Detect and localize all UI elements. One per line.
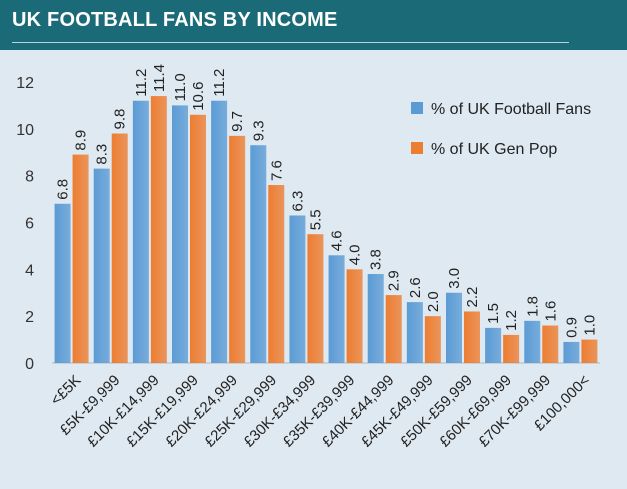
data-label: 9.8	[112, 109, 129, 130]
fans-bar	[406, 302, 423, 363]
y-tick-label: 4	[25, 262, 34, 279]
legend-swatch	[411, 102, 423, 114]
genpop-bar	[72, 154, 89, 363]
data-label: 6.3	[289, 191, 306, 212]
genpop-bar	[111, 133, 128, 363]
fans-bar	[328, 255, 345, 363]
legend-swatch	[411, 142, 423, 154]
data-label: 1.0	[581, 315, 598, 336]
data-label: 3.0	[446, 268, 463, 289]
data-label: 11.4	[151, 64, 168, 92]
chart-title: UK FOOTBALL FANS BY INCOME	[12, 9, 338, 31]
data-label: 8.3	[94, 144, 111, 165]
data-label: 11.2	[211, 69, 228, 97]
fans-bar	[446, 292, 462, 363]
legend-label: % of UK Football Fans	[431, 101, 591, 118]
genpop-bar	[150, 96, 167, 364]
fans-bar	[485, 327, 502, 363]
fans-bar	[54, 203, 71, 363]
y-tick-label: 6	[25, 216, 34, 233]
data-label: 10.6	[190, 82, 207, 111]
y-tick-label: 8	[25, 169, 34, 186]
genpop-bar	[346, 269, 363, 363]
fans-bar	[563, 341, 580, 363]
data-label: 6.8	[55, 179, 72, 200]
data-label: 8.9	[73, 130, 90, 151]
data-label: 1.2	[503, 310, 520, 331]
genpop-bar	[229, 135, 246, 363]
fans-bar	[211, 100, 228, 363]
data-label: 4.6	[329, 230, 346, 251]
data-label: 2.9	[386, 270, 403, 291]
data-label: 0.9	[563, 317, 580, 338]
data-label: 1.5	[485, 303, 502, 324]
data-label: 11.0	[172, 73, 189, 101]
data-label: 5.5	[307, 209, 324, 230]
legend-label: % of UK Gen Pop	[431, 141, 557, 158]
y-tick-label: 12	[16, 75, 34, 92]
genpop-bar	[464, 311, 480, 363]
data-label: 9.3	[250, 120, 267, 141]
data-label: 9.7	[229, 111, 246, 132]
fans-bar	[93, 168, 110, 363]
data-label: 1.6	[542, 301, 559, 322]
genpop-bar	[307, 234, 324, 363]
genpop-bar	[581, 339, 598, 363]
y-tick-label: 0	[25, 356, 34, 373]
genpop-bar	[542, 325, 559, 363]
genpop-bar	[190, 114, 206, 364]
title-underline	[12, 42, 569, 43]
data-label: 2.2	[464, 287, 481, 308]
data-label: 7.6	[268, 160, 285, 181]
data-label: 4.0	[347, 244, 364, 265]
data-label: 11.2	[133, 69, 150, 97]
fans-bar	[289, 215, 306, 363]
chart-header: UK FOOTBALL FANS BY INCOME	[0, 0, 627, 50]
genpop-bar	[385, 295, 402, 363]
fans-bar	[250, 145, 267, 363]
data-label: 1.8	[524, 296, 541, 317]
data-label: 2.0	[425, 291, 442, 312]
data-label: 3.8	[368, 249, 385, 270]
fans-bar	[524, 320, 541, 363]
fans-bar	[367, 274, 384, 363]
data-label: 2.6	[407, 277, 424, 298]
genpop-bar	[268, 185, 285, 363]
fans-bar	[172, 105, 188, 363]
y-tick-label: 2	[25, 309, 34, 326]
genpop-bar	[503, 334, 520, 363]
fans-bar	[132, 100, 149, 363]
genpop-bar	[424, 316, 441, 363]
y-tick-label: 10	[16, 122, 34, 139]
